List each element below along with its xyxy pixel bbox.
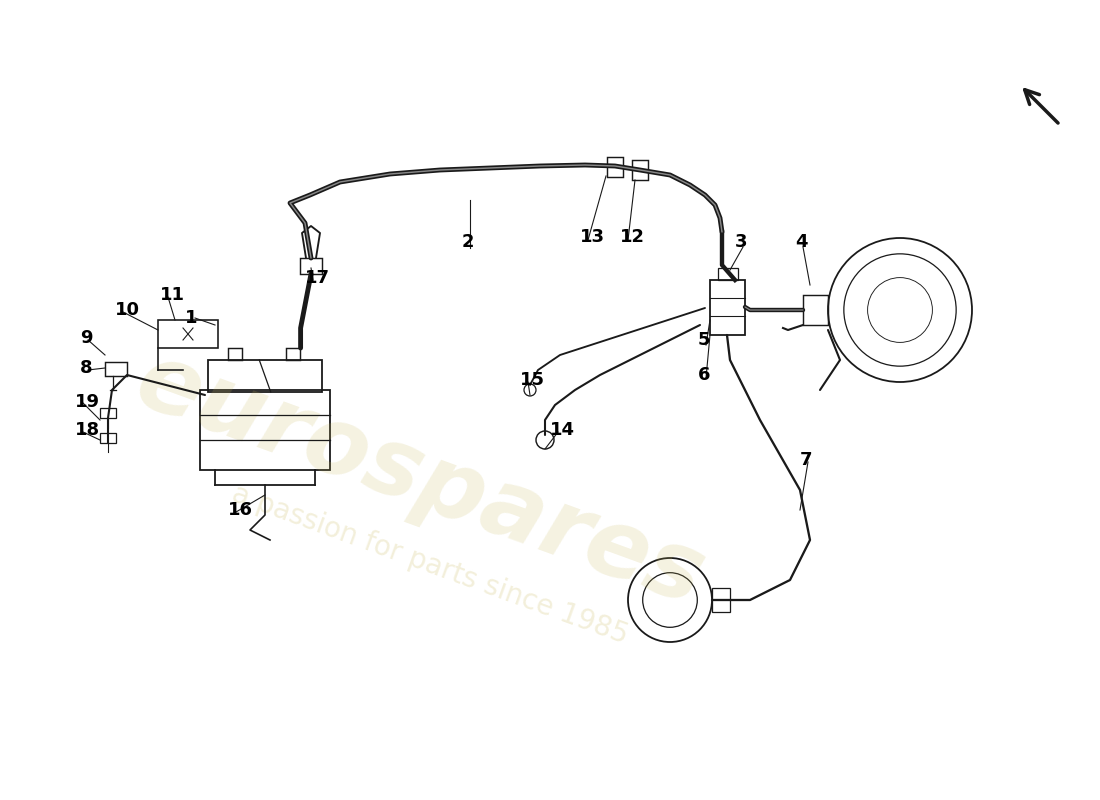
Text: 11: 11 [160, 286, 185, 304]
Text: 7: 7 [800, 451, 813, 469]
Text: 5: 5 [698, 331, 711, 349]
Text: 3: 3 [735, 233, 748, 251]
Text: 6: 6 [698, 366, 711, 384]
Text: 10: 10 [116, 301, 140, 319]
Text: 1: 1 [185, 309, 198, 327]
Text: eurospares: eurospares [123, 334, 716, 626]
Text: 2: 2 [462, 233, 474, 251]
Text: 4: 4 [795, 233, 807, 251]
Text: 9: 9 [80, 329, 92, 347]
Text: 18: 18 [75, 421, 100, 439]
Text: 8: 8 [80, 359, 92, 377]
Text: 13: 13 [580, 228, 605, 246]
Text: 19: 19 [75, 393, 100, 411]
Text: 16: 16 [228, 501, 253, 519]
Text: a passion for parts since 1985: a passion for parts since 1985 [228, 480, 631, 650]
Text: 12: 12 [620, 228, 645, 246]
Text: 15: 15 [520, 371, 544, 389]
Text: 17: 17 [305, 269, 330, 287]
Text: 14: 14 [550, 421, 575, 439]
